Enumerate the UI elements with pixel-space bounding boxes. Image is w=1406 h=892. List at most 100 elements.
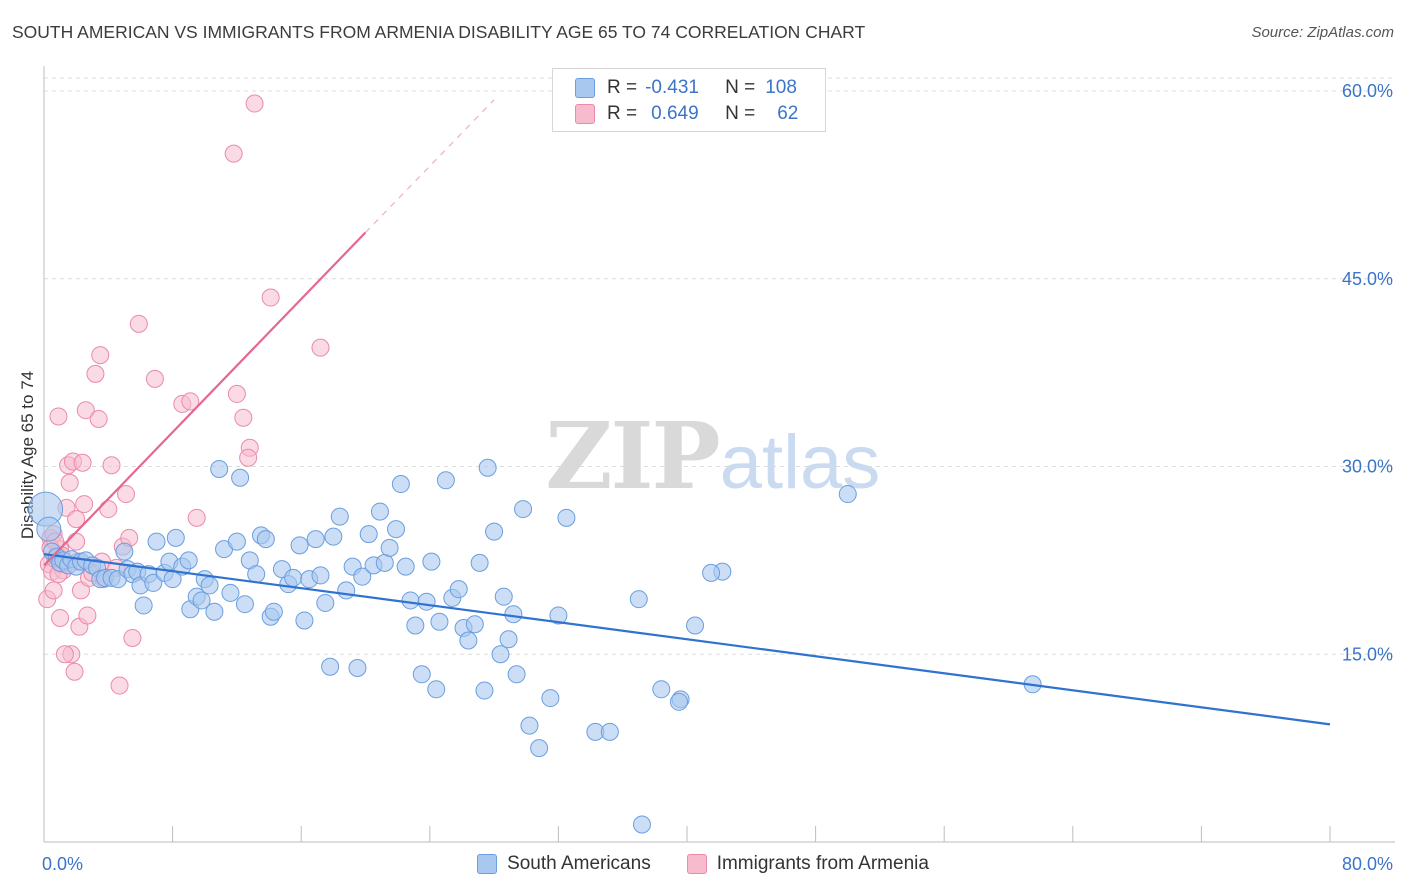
- x-tick-labels: 0.0% 80.0%: [42, 854, 1393, 874]
- data-point-south-americans: [494, 587, 513, 606]
- data-point-south-americans: [504, 605, 523, 624]
- data-point-south-americans: [600, 722, 619, 741]
- data-point-south-americans: [459, 631, 478, 650]
- source-label: Source: ZipAtlas.com: [1251, 24, 1394, 41]
- data-point-armenia: [245, 94, 264, 113]
- data-point-south-americans: [430, 612, 449, 631]
- data-point-south-americans: [231, 468, 250, 487]
- data-point-armenia: [73, 453, 92, 472]
- data-point-south-americans: [205, 602, 224, 621]
- data-point-south-americans: [147, 532, 166, 551]
- data-point-armenia: [234, 408, 253, 427]
- data-point-south-americans: [227, 532, 246, 551]
- data-point-south-americans: [264, 602, 283, 621]
- data-point-south-americans: [541, 689, 560, 708]
- y-tick-label: 15.0%: [1342, 644, 1393, 664]
- legend-r-value: -0.431: [645, 77, 699, 98]
- legend-r-label: R =: [607, 77, 638, 98]
- data-point-armenia: [60, 473, 79, 492]
- data-point-south-americans: [330, 507, 349, 526]
- data-point-south-americans: [337, 581, 356, 600]
- data-point-armenia: [44, 581, 63, 600]
- data-point-south-americans: [632, 815, 651, 834]
- legend-label-armenia: Immigrants from Armenia: [716, 853, 929, 874]
- data-point-south-americans: [348, 659, 367, 678]
- data-point-south-americans: [375, 553, 394, 572]
- legend-item-armenia[interactable]: Immigrants from Armenia: [686, 853, 929, 875]
- data-point-south-americans: [256, 530, 275, 549]
- data-point-armenia: [116, 485, 135, 504]
- data-point-armenia: [51, 608, 70, 627]
- data-point-armenia: [76, 401, 95, 420]
- data-point-south-americans: [838, 485, 857, 504]
- legend-swatch-blue: [477, 854, 498, 874]
- data-point-south-americans: [144, 573, 163, 592]
- data-point-south-americans: [417, 592, 436, 611]
- data-point-south-americans: [166, 528, 185, 547]
- legend-n-value: 62: [777, 103, 799, 124]
- data-point-south-americans: [210, 460, 229, 479]
- data-point-armenia: [224, 144, 243, 163]
- data-point-south-americans: [475, 681, 494, 700]
- data-point-south-americans: [316, 593, 335, 612]
- data-point-south-americans: [115, 542, 134, 561]
- data-point-armenia: [145, 369, 164, 388]
- data-point-south-americans: [652, 680, 671, 699]
- data-point-south-americans: [380, 538, 399, 557]
- data-point-south-americans: [406, 616, 425, 635]
- legend-swatch-blue: [575, 78, 595, 98]
- data-point-south-americans: [702, 563, 721, 582]
- legend-r-label: R =: [607, 103, 638, 124]
- data-point-south-americans: [235, 595, 254, 614]
- data-point-south-americans: [295, 611, 314, 630]
- data-point-south-americans: [370, 502, 389, 521]
- data-point-armenia: [86, 364, 105, 383]
- series-legend: South Americans Immigrants from Armenia: [0, 851, 1406, 877]
- data-point-south-americans: [134, 596, 153, 615]
- trend-line-south-americans: [43, 553, 1331, 726]
- data-point-armenia: [239, 448, 258, 467]
- x-tick-label: 0.0%: [42, 854, 83, 874]
- data-point-south-americans: [179, 551, 198, 570]
- data-point-south-americans: [284, 568, 303, 587]
- data-point-armenia: [65, 662, 84, 681]
- data-point-south-americans: [507, 665, 526, 684]
- data-point-south-americans: [465, 615, 484, 634]
- series-south-americans: [28, 458, 1042, 834]
- data-point-south-americans: [514, 500, 533, 519]
- data-point-armenia: [227, 384, 246, 403]
- axes: [43, 66, 1395, 843]
- legend-row-armenia: R = 0.649 N = 62: [575, 102, 798, 126]
- data-point-south-americans: [412, 665, 431, 684]
- data-point-south-americans: [401, 591, 420, 610]
- data-point-south-americans: [520, 716, 539, 735]
- data-point-armenia: [75, 495, 94, 514]
- data-point-south-americans: [669, 692, 688, 711]
- data-point-south-americans: [391, 475, 410, 494]
- data-point-south-americans: [427, 680, 446, 699]
- legend-row-south-americans: R = -0.431 N = 108: [575, 76, 797, 100]
- y-tick-label: 60.0%: [1342, 81, 1393, 101]
- data-point-south-americans: [221, 583, 240, 602]
- data-point-south-americans: [549, 606, 568, 625]
- x-tick-label: 80.0%: [1342, 854, 1393, 874]
- trend-lines: [43, 99, 1331, 726]
- trend-line-armenia: [43, 231, 367, 567]
- data-point-armenia: [129, 314, 148, 333]
- legend-label-south-americans: South Americans: [507, 853, 651, 874]
- data-point-armenia: [187, 508, 206, 527]
- legend-r-value: 0.649: [651, 103, 699, 124]
- data-point-armenia: [181, 392, 200, 411]
- legend-n-label: N =: [725, 77, 756, 98]
- data-point-south-americans: [449, 580, 468, 599]
- data-point-south-americans: [359, 525, 378, 544]
- data-point-armenia: [89, 409, 108, 428]
- data-point-south-americans: [321, 657, 340, 676]
- data-point-south-americans: [686, 616, 705, 635]
- data-point-south-americans: [290, 536, 309, 555]
- y-tick-label: 30.0%: [1342, 457, 1393, 477]
- data-point-south-americans: [485, 522, 504, 541]
- legend-item-south-americans[interactable]: South Americans: [477, 853, 651, 875]
- data-point-south-americans: [470, 553, 489, 572]
- data-point-south-americans: [192, 591, 211, 610]
